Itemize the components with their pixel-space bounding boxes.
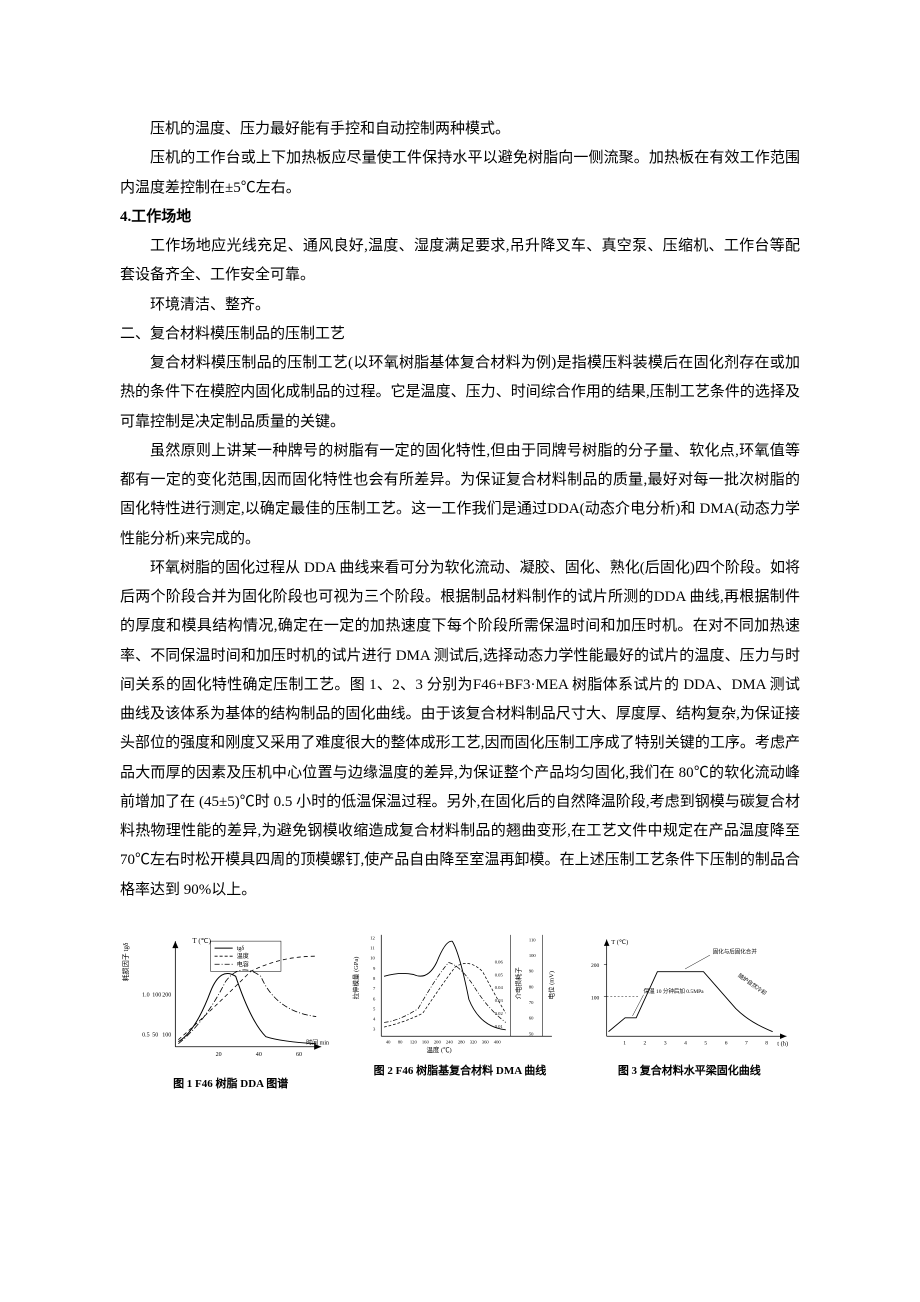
svg-text:3: 3 bbox=[663, 1040, 666, 1046]
svg-text:80: 80 bbox=[398, 1039, 403, 1044]
svg-text:60: 60 bbox=[529, 1015, 534, 1020]
svg-text:拉伸模量 (GPa): 拉伸模量 (GPa) bbox=[352, 956, 361, 999]
para-workplace-req: 工作场地应光线充足、通风良好,温度、湿度满足要求,吊升降叉车、真空泵、压缩机、工… bbox=[120, 232, 800, 291]
fig3-svg: T (℃) t (h) 100 200 1 2 3 4 5 6 7 8 固化与后… bbox=[579, 921, 800, 1059]
svg-text:固化与后固化合并: 固化与后固化合并 bbox=[712, 947, 757, 955]
svg-text:5: 5 bbox=[704, 1040, 707, 1046]
svg-text:90: 90 bbox=[529, 968, 534, 973]
svg-text:1: 1 bbox=[623, 1040, 626, 1046]
para-env: 环境清洁、整齐。 bbox=[120, 291, 800, 320]
svg-text:电容: 电容 bbox=[237, 960, 249, 968]
svg-text:7: 7 bbox=[373, 986, 376, 991]
svg-text:280: 280 bbox=[458, 1039, 466, 1044]
svg-text:7: 7 bbox=[745, 1040, 748, 1046]
svg-text:100: 100 bbox=[529, 953, 537, 958]
svg-text:介电损耗子: 介电损耗子 bbox=[514, 966, 523, 999]
svg-text:T (℃): T (℃) bbox=[192, 937, 211, 945]
svg-text:200: 200 bbox=[434, 1039, 442, 1044]
fig1-svg: 耗损因子 tgδ T (℃) 1.0 0.5 100 50 200 100 20… bbox=[120, 921, 341, 1072]
svg-text:t (h): t (h) bbox=[777, 1040, 788, 1047]
svg-text:tgδ: tgδ bbox=[237, 946, 245, 952]
svg-text:80: 80 bbox=[529, 984, 534, 989]
svg-text:50: 50 bbox=[152, 1032, 158, 1038]
svg-text:240: 240 bbox=[446, 1039, 454, 1044]
fig2-caption: 图 2 F46 树脂基复合材料 DMA 曲线 bbox=[374, 1061, 547, 1082]
svg-text:5: 5 bbox=[373, 1006, 376, 1011]
svg-text:3: 3 bbox=[373, 1026, 376, 1031]
svg-text:40: 40 bbox=[386, 1039, 391, 1044]
svg-text:70: 70 bbox=[529, 1000, 534, 1005]
svg-text:4: 4 bbox=[684, 1040, 687, 1046]
svg-text:时间 min: 时间 min bbox=[306, 1038, 329, 1046]
fig3-caption: 图 3 复合材料水平梁固化曲线 bbox=[618, 1061, 761, 1082]
svg-text:50: 50 bbox=[529, 1031, 534, 1036]
svg-text:360: 360 bbox=[482, 1039, 490, 1044]
svg-text:160: 160 bbox=[422, 1039, 430, 1044]
svg-text:6: 6 bbox=[373, 996, 376, 1001]
svg-text:1.0: 1.0 bbox=[142, 992, 150, 998]
figure-1: 耗损因子 tgδ T (℃) 1.0 0.5 100 50 200 100 20… bbox=[120, 921, 341, 1095]
fig2-svg: 拉伸模量 (GPa) 介电损耗子 电位 (mV) 12 11 10 9 8 7 … bbox=[349, 921, 570, 1059]
svg-text:400: 400 bbox=[494, 1039, 502, 1044]
fig1-caption: 图 1 F46 树脂 DDA 图谱 bbox=[173, 1074, 288, 1095]
para-resin-char: 虽然原则上讲某一种牌号的树脂有一定的固化特性,但由于同牌号树脂的分子量、软化点,… bbox=[120, 437, 800, 554]
svg-text:110: 110 bbox=[529, 937, 536, 942]
para-press-platform: 压机的工作台或上下加热板应尽量使工件保持水平以避免树脂向一侧流聚。加热板在有效工… bbox=[120, 144, 800, 203]
svg-text:0.02: 0.02 bbox=[495, 1011, 504, 1016]
figures-row: 耗损因子 tgδ T (℃) 1.0 0.5 100 50 200 100 20… bbox=[120, 921, 800, 1095]
svg-text:0.5: 0.5 bbox=[142, 1032, 150, 1038]
svg-text:200: 200 bbox=[162, 992, 171, 998]
svg-text:320: 320 bbox=[470, 1039, 478, 1044]
svg-text:温度 (℃): 温度 (℃) bbox=[427, 1045, 452, 1054]
svg-text:保温 10 分钟后加 0.5MPa: 保温 10 分钟后加 0.5MPa bbox=[643, 987, 704, 995]
svg-text:温度: 温度 bbox=[237, 952, 249, 960]
svg-text:12: 12 bbox=[371, 935, 376, 940]
svg-text:40: 40 bbox=[256, 1052, 262, 1058]
svg-text:4: 4 bbox=[373, 1016, 376, 1021]
svg-text:10: 10 bbox=[371, 955, 376, 960]
svg-text:0.06: 0.06 bbox=[495, 959, 504, 964]
svg-text:11: 11 bbox=[371, 945, 376, 950]
svg-text:电位 (mV): 电位 (mV) bbox=[547, 971, 556, 999]
svg-text:6: 6 bbox=[724, 1040, 727, 1046]
svg-text:2: 2 bbox=[643, 1040, 646, 1046]
svg-text:耗损因子 tgδ: 耗损因子 tgδ bbox=[121, 942, 130, 981]
svg-text:100: 100 bbox=[162, 1032, 171, 1038]
svg-text:200: 200 bbox=[591, 963, 600, 969]
svg-text:60: 60 bbox=[296, 1052, 302, 1058]
svg-text:9: 9 bbox=[373, 966, 376, 971]
svg-text:随炉自然冷却: 随炉自然冷却 bbox=[736, 971, 768, 997]
svg-text:0.04: 0.04 bbox=[495, 985, 504, 990]
svg-text:20: 20 bbox=[216, 1052, 222, 1058]
figure-2: 拉伸模量 (GPa) 介电损耗子 电位 (mV) 12 11 10 9 8 7 … bbox=[349, 921, 570, 1095]
heading-workplace: 4.工作场地 bbox=[120, 203, 800, 232]
svg-text:100: 100 bbox=[591, 995, 600, 1001]
para-dda-process: 环氧树脂的固化过程从 DDA 曲线来看可分为软化流动、凝胶、固化、熟化(后固化)… bbox=[120, 554, 800, 905]
para-press-mode: 压机的温度、压力最好能有手控和自动控制两种模式。 bbox=[120, 115, 800, 144]
svg-text:T (℃): T (℃) bbox=[611, 939, 628, 946]
svg-text:8: 8 bbox=[765, 1040, 768, 1046]
svg-text:100: 100 bbox=[152, 992, 161, 998]
svg-text:120: 120 bbox=[410, 1039, 418, 1044]
heading-section-2: 二、复合材料模压制品的压制工艺 bbox=[120, 320, 800, 349]
svg-text:0.05: 0.05 bbox=[495, 972, 504, 977]
figure-3: T (℃) t (h) 100 200 1 2 3 4 5 6 7 8 固化与后… bbox=[579, 921, 800, 1095]
para-process-intro: 复合材料模压制品的压制工艺(以环氧树脂基体复合材料为例)是指模压料装模后在固化剂… bbox=[120, 349, 800, 437]
svg-text:8: 8 bbox=[373, 976, 376, 981]
